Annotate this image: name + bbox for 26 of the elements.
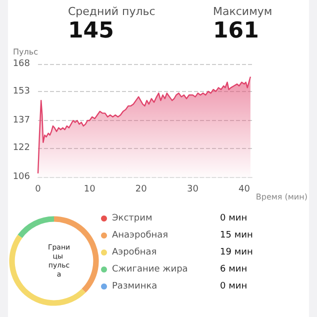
x-tick-label: 20	[135, 184, 148, 194]
data-label: 19 мин	[220, 248, 253, 258]
y-tick-label: 122	[12, 142, 30, 153]
text: 0 мин	[220, 282, 248, 292]
x-tick-label: 0	[35, 184, 42, 194]
y-tick-label: 153	[12, 86, 30, 96]
data-label: 6 мин	[220, 264, 248, 274]
x-axis-title: Время (мин)	[256, 192, 308, 202]
y-tick-label: 106	[12, 172, 30, 182]
legend-label: Анаэробная	[112, 230, 168, 240]
legend-label: Сжигание жира	[112, 264, 188, 274]
text: Средний пульс	[68, 5, 156, 18]
legend-label: Разминка	[112, 282, 158, 292]
y-tick-label: 168	[12, 59, 30, 69]
x-tick-label: 10	[84, 184, 96, 194]
text: Максимум	[213, 5, 272, 18]
y-axis-title: Пульс	[13, 48, 38, 56]
x-tick-label: 30	[186, 184, 199, 194]
data-label: 15 мин	[220, 230, 253, 240]
text: 145	[68, 18, 114, 44]
text: 0 мин	[220, 214, 248, 224]
text: 161	[213, 18, 259, 44]
legend-label: Аэробная	[112, 248, 157, 258]
legend-label: Экстрим	[112, 214, 152, 224]
y-tick-label: 137	[12, 116, 30, 126]
x-tick-label: 40	[238, 184, 250, 194]
